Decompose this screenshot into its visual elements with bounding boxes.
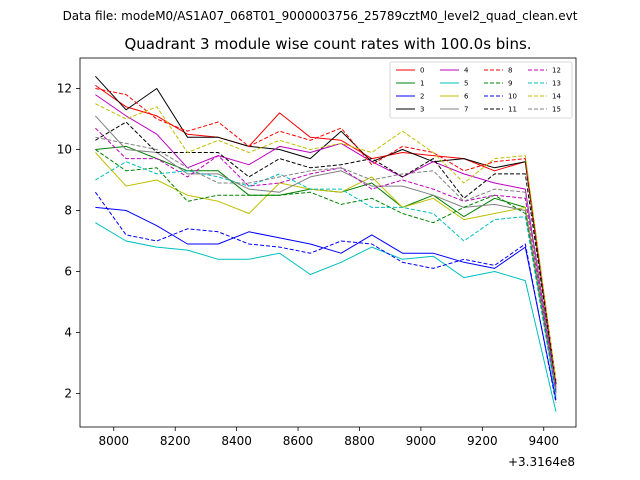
series-line-11 [95,121,557,385]
x-offset-label: +3.3164e8 [508,455,575,469]
legend-label-11: 11 [508,106,517,114]
legend-label-7: 7 [464,106,468,114]
legend-label-9: 9 [508,80,512,88]
legend-label-1: 1 [420,80,424,88]
y-tick-label: 8 [64,203,72,217]
legend-label-3: 3 [420,106,424,114]
y-tick-label: 6 [64,264,72,278]
series-line-10 [94,191,557,403]
x-tick-label: 9000 [406,434,437,448]
legend-label-10: 10 [508,93,517,101]
legend-label-0: 0 [420,67,424,75]
series-line-7 [95,115,557,394]
x-tick-label: 9200 [467,434,498,448]
series-line-8 [95,88,557,382]
axes-frame [79,57,577,428]
series-line-15 [95,136,557,391]
legend-label-15: 15 [552,106,561,114]
series-line-5 [95,222,557,412]
legend-label-6: 6 [464,93,469,101]
legend-label-13: 13 [552,80,561,88]
series-line-13 [95,161,557,397]
series-line-2 [95,206,557,400]
y-tick-label: 2 [64,386,72,400]
series-line-4 [95,94,557,388]
y-tick-label: 4 [64,325,72,339]
x-tick-label: 8600 [283,434,314,448]
x-tick-label: 8400 [221,434,252,448]
series-line-3 [95,75,557,385]
legend-label-4: 4 [464,67,469,75]
x-tick-label: 9400 [528,434,559,448]
legend-label-12: 12 [552,67,561,75]
y-tick-label: 12 [57,81,72,95]
legend-label-8: 8 [508,67,512,75]
series-layer [94,75,557,412]
series-line-9 [95,149,557,394]
x-tick-label: 8200 [160,434,191,448]
series-line-6 [95,152,557,394]
legend-label-14: 14 [552,93,561,101]
legend-label-5: 5 [464,80,468,88]
suptitle: Data file: modeM0/AS1A07_068T01_90000037… [63,9,578,23]
x-tick-label: 8800 [344,434,375,448]
y-tick-label: 10 [57,142,72,156]
x-tick-label: 8000 [99,434,130,448]
legend-label-2: 2 [420,93,424,101]
legend-box [389,61,573,119]
chart-title: Quadrant 3 module wise count rates with … [124,35,531,53]
series-line-12 [95,127,557,391]
